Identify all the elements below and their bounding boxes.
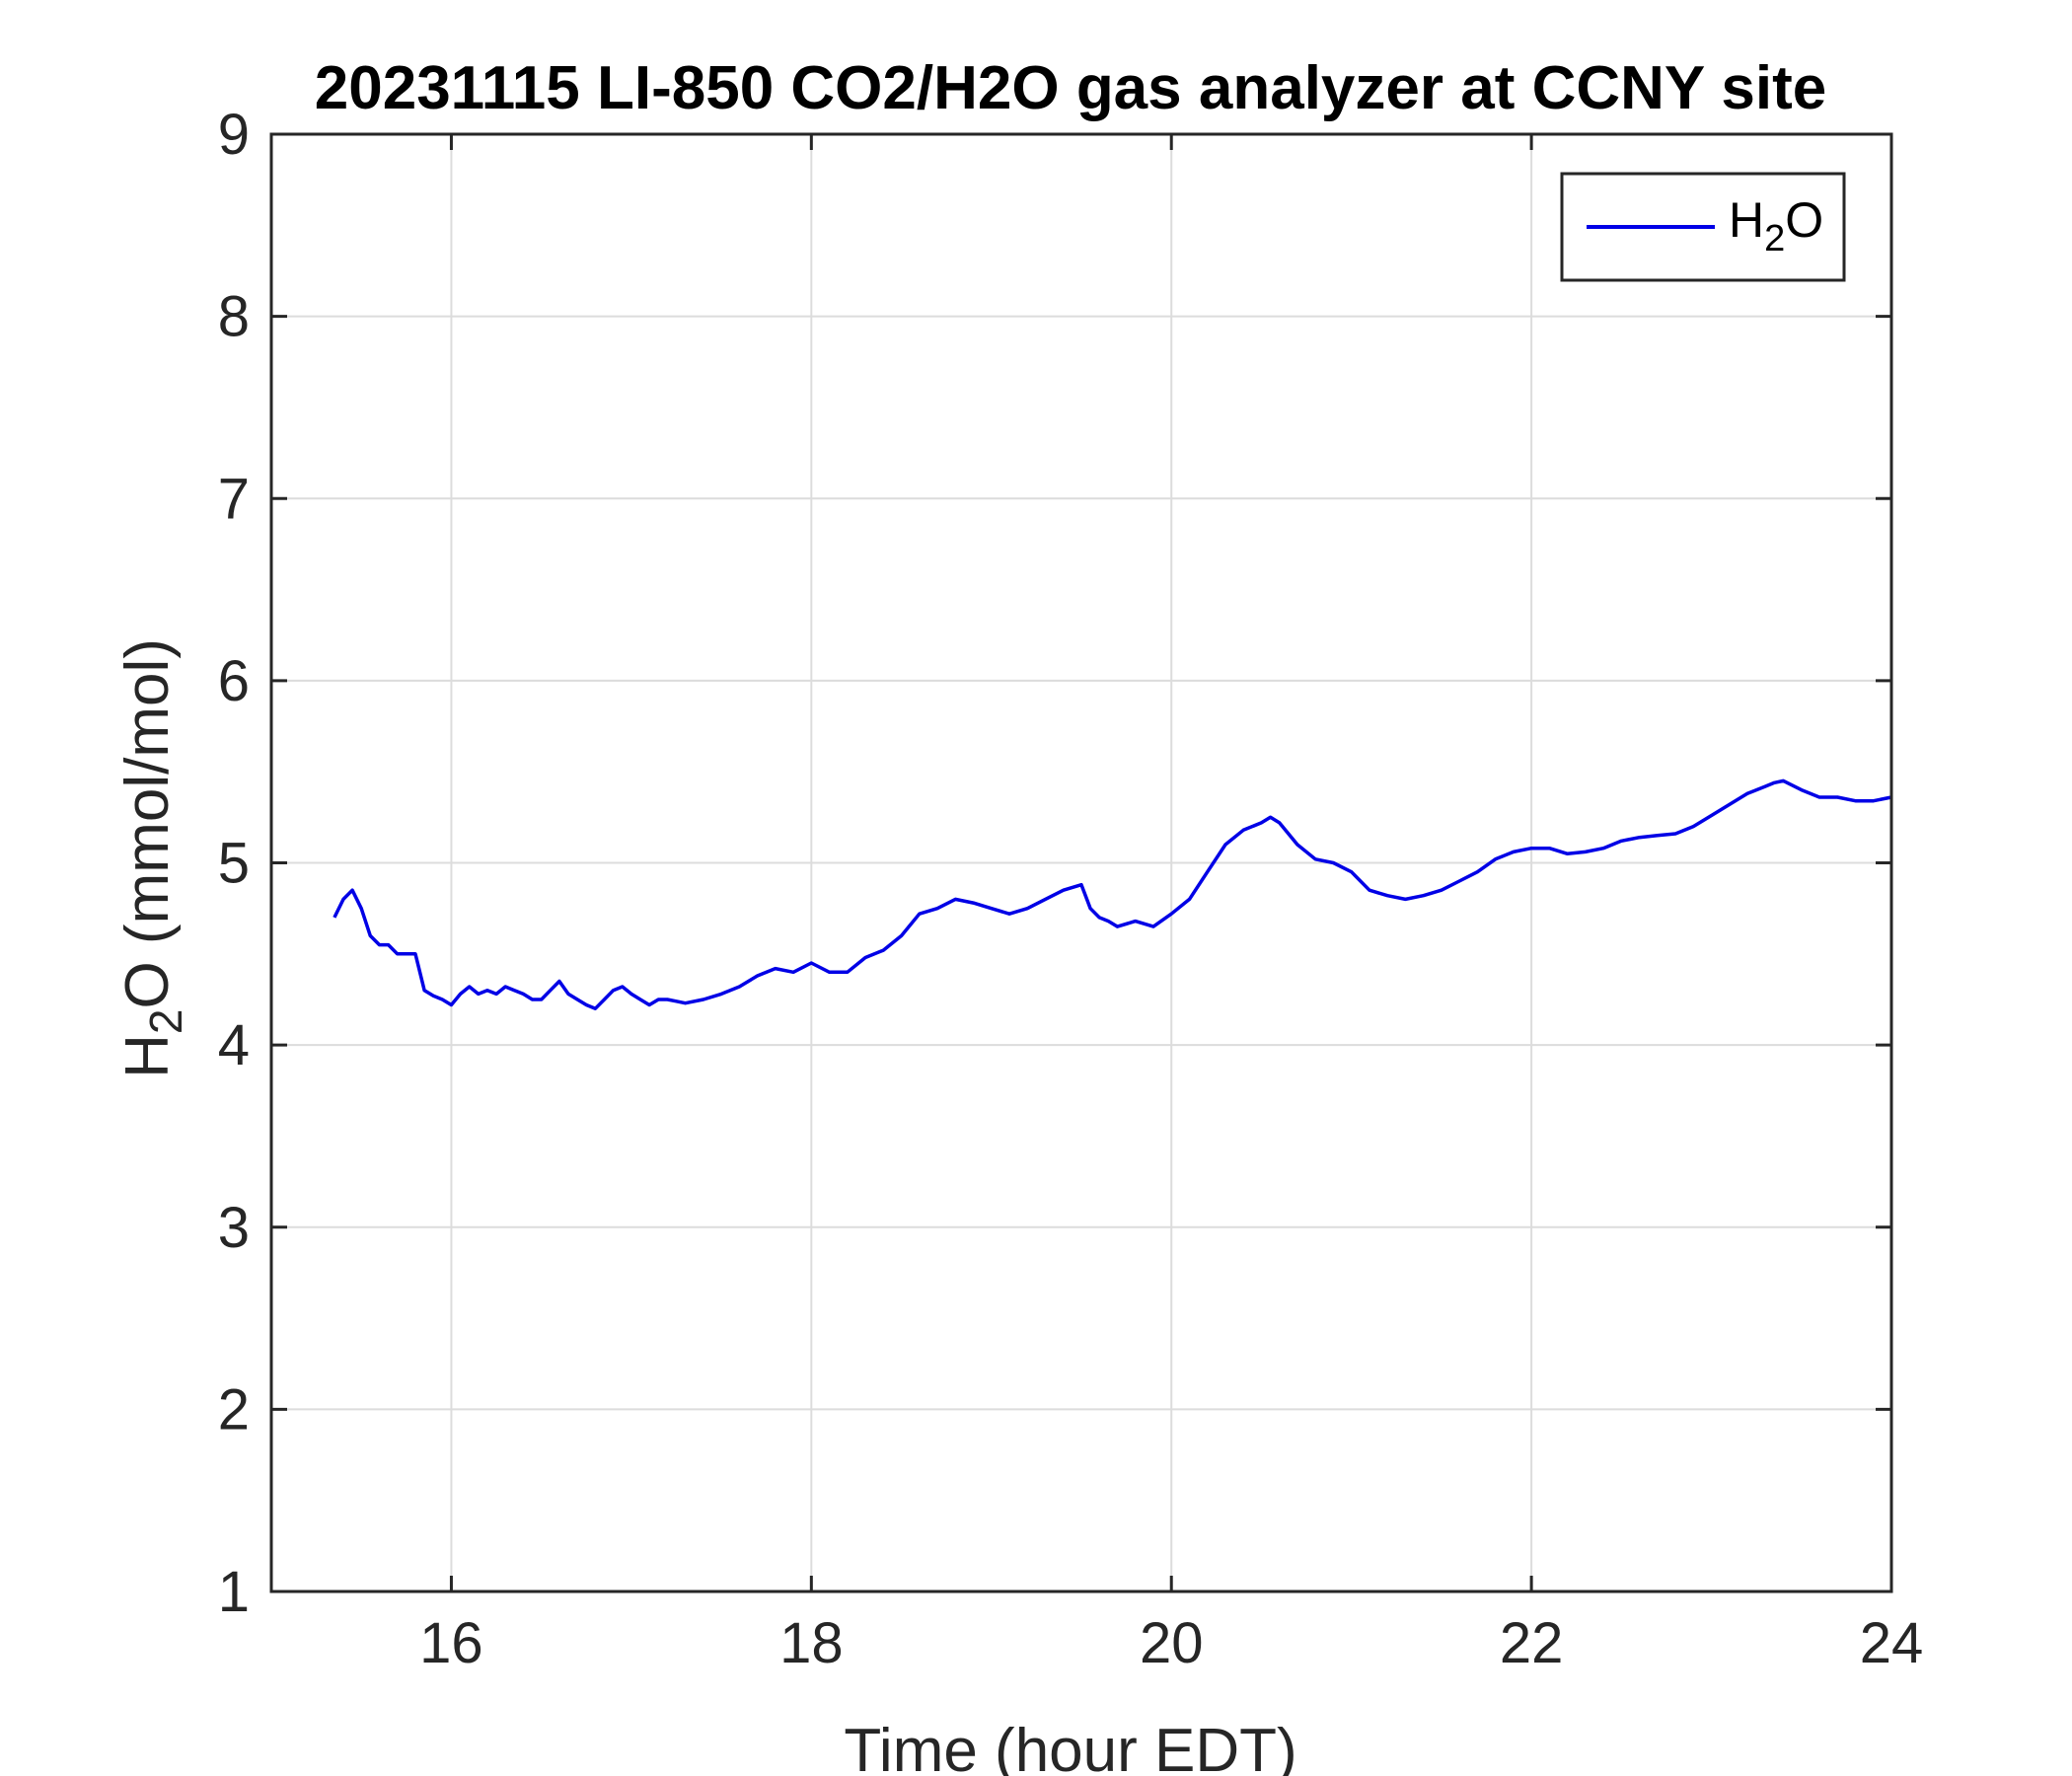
legend-label: H2O (1729, 192, 1823, 259)
y-tick-label: 3 (218, 1196, 250, 1260)
y-tick-label: 5 (218, 832, 250, 896)
y-axis-label-subscript: 2 (140, 1009, 191, 1035)
y-axis-label-rest: O (mmol/mol) (113, 638, 182, 1008)
legend-label-subscript: 2 (1764, 218, 1785, 259)
y-axis-label-main: H (113, 1034, 182, 1078)
series-layer (333, 778, 1892, 1010)
y-tick-label: 8 (218, 285, 250, 349)
x-tick-label: 22 (1500, 1611, 1564, 1675)
x-tick-label: 18 (779, 1611, 844, 1675)
y-tick-label: 6 (218, 649, 250, 713)
x-tick-label: 16 (419, 1611, 483, 1675)
x-axis-label: Time (hour EDT) (844, 1717, 1296, 1776)
y-tick-label: 2 (218, 1377, 250, 1442)
legend-label-main: H (1729, 192, 1764, 248)
legend: H2O (1560, 172, 1846, 282)
series-line-0 (333, 778, 1892, 1010)
x-tick-label: 24 (1860, 1611, 1924, 1675)
y-tick-label: 7 (218, 467, 250, 531)
legend-label-rest: O (1785, 192, 1823, 248)
ticks (271, 132, 1893, 1593)
y-tick-label: 1 (218, 1560, 250, 1624)
x-tick-label: 20 (1140, 1611, 1204, 1675)
tick-labels: 16 18 20 22 24 1 2 3 4 5 6 7 8 9 (218, 103, 1924, 1675)
y-axis-label: H2O (mmol/mol) (113, 638, 191, 1078)
y-tick-label: 4 (218, 1013, 250, 1077)
y-tick-label: 9 (218, 103, 250, 167)
chart-title: 20231115 LI-850 CO2/H2O gas analyzer at … (315, 54, 1826, 122)
